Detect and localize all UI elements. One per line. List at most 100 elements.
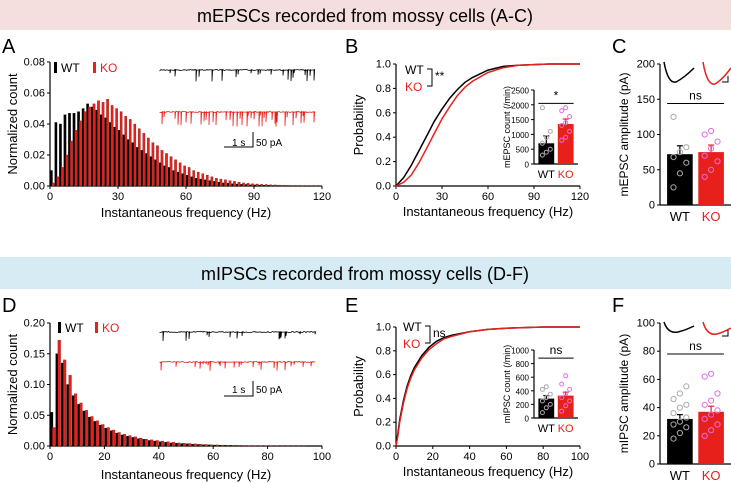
x-tick-label: 30	[112, 191, 124, 203]
y-tick-label: 0.05	[24, 410, 45, 422]
data-point	[683, 401, 690, 408]
data-point	[683, 414, 690, 421]
waveform-ko	[702, 61, 731, 85]
bar-ko	[147, 137, 150, 187]
bar-ko	[193, 443, 197, 447]
bar-ko	[260, 184, 263, 187]
y-tick-label: 0.15	[24, 348, 45, 360]
data-point	[543, 134, 549, 140]
y-tick-label: 0.4	[376, 393, 391, 405]
bar-ko	[124, 116, 127, 187]
bar-ko	[174, 159, 177, 187]
banner-top-title: mEPSCs recorded from mossy cells (A-C)	[197, 6, 533, 26]
y-tick-label: 0.00	[24, 181, 45, 193]
x-tick-label: 90	[528, 191, 540, 203]
data-point	[701, 152, 708, 159]
y-tick-label: 500	[516, 146, 530, 155]
bar-ko	[251, 183, 254, 187]
bar-ko	[220, 444, 224, 447]
bar-ko	[165, 153, 168, 187]
bar-ko	[557, 124, 574, 164]
panel-letter-c: C	[612, 36, 626, 58]
panel-d-legend: WT KO	[58, 321, 119, 335]
panel-d-histogram: 0.00 0.05 0.10 0.15 0.20 0 20 40 60 80 100 Instanta…	[5, 318, 331, 483]
y-tick-label: 2500	[511, 87, 529, 96]
y-tick-label: 0.20	[24, 318, 45, 330]
bar-ko	[139, 437, 143, 447]
panel-a-histogram: 0.00 0.02 0.04 0.06 0.08 0 30 60 90 120 Instantane…	[5, 57, 331, 221]
bar-ko	[237, 445, 241, 447]
bar-ko	[151, 142, 155, 187]
category-label: WT	[670, 468, 690, 483]
legend-wt-swatch	[58, 322, 61, 333]
panel-letter-d: D	[2, 295, 16, 317]
bar-ko	[142, 133, 146, 187]
x-tick-label: 100	[313, 451, 331, 463]
bar-ko	[79, 402, 83, 447]
waveform-scale-bar	[722, 76, 729, 83]
x-tick-label: 60	[180, 191, 192, 203]
bar-ko	[204, 444, 208, 447]
bar-ko	[169, 156, 173, 187]
data-point	[670, 410, 677, 417]
bar-ko	[233, 181, 236, 187]
y-tick-label: 0.08	[24, 57, 45, 69]
bar-ko	[160, 150, 164, 187]
bar-ko	[283, 185, 286, 187]
data-point	[559, 137, 565, 143]
data-point	[670, 154, 677, 161]
bar-ko	[84, 410, 88, 447]
bar-ko	[52, 427, 56, 447]
bar-ko	[215, 444, 219, 447]
data-point	[547, 401, 553, 407]
data-point	[539, 152, 545, 158]
y-tick-label: 50	[643, 164, 655, 176]
legend-ko-label: KO	[405, 80, 422, 94]
bar-ko	[219, 178, 223, 187]
data-point	[708, 145, 715, 152]
bar-ko	[264, 184, 268, 187]
cdf-line-ko	[395, 63, 580, 187]
data-point	[539, 398, 545, 404]
legend-ko-label: KO	[403, 337, 420, 351]
y-tick-label: 1.0	[376, 59, 391, 71]
bar-ko	[228, 180, 232, 187]
y-tick-label: 400	[516, 387, 530, 396]
bar-ko	[188, 443, 192, 447]
bar-ko	[166, 441, 170, 447]
bar-ko	[133, 436, 137, 447]
y-tick-label: 200	[516, 401, 530, 410]
panel-c-average-waveforms	[663, 61, 731, 85]
data-point	[559, 381, 565, 387]
bar-ko	[196, 171, 200, 187]
bar-ko	[269, 184, 273, 187]
panel-b-cumulative-plot: 0.0 0.2 0.4 0.6 0.8 1.0 0 30 60 90 120Instantaneou…	[351, 59, 589, 220]
y-tick-label: 0	[649, 459, 655, 471]
y-tick-label: 1000	[511, 131, 529, 140]
y-tick-label: 0.00	[24, 441, 45, 453]
bar-ko	[115, 108, 118, 187]
y-tick-label: 60	[643, 374, 655, 386]
panel-f-amplitude-bar-chart: 0 20 40 60 80 100 mIPSC amplitude (pA) WT KO ns	[617, 318, 731, 483]
bar-ko	[110, 105, 114, 187]
bar-ko	[156, 145, 159, 187]
cdf-line-ko	[395, 326, 580, 447]
x-tick-label: 120	[571, 191, 589, 203]
y-tick-label: 800	[516, 360, 530, 369]
data-point	[567, 398, 573, 404]
bar-ko	[215, 178, 218, 187]
data-point	[567, 114, 573, 120]
data-point	[676, 149, 684, 156]
data-point	[563, 391, 569, 396]
data-point	[547, 391, 553, 397]
legend-ko-label: KO	[100, 61, 117, 75]
y-axis-label: Normalized count	[5, 334, 20, 436]
bar-ko	[79, 120, 82, 187]
bar-ko	[97, 100, 100, 187]
trace-wt	[159, 68, 316, 82]
x-axis-label: Instantaneous frequency (Hz)	[403, 204, 574, 219]
data-point	[676, 390, 684, 397]
data-point	[701, 415, 708, 422]
y-tick-label: 0.0	[376, 181, 391, 193]
